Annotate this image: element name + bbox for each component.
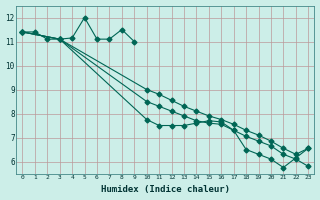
X-axis label: Humidex (Indice chaleur): Humidex (Indice chaleur) xyxy=(101,185,230,194)
